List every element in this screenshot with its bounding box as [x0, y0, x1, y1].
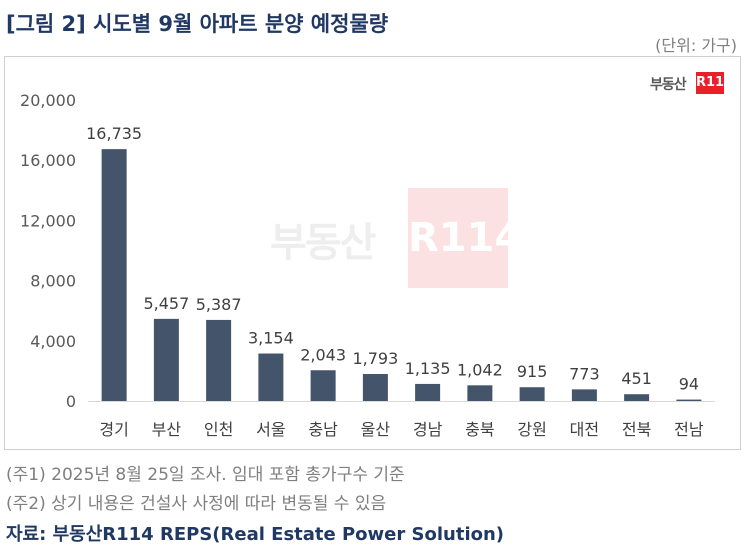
data-label: 1,042: [457, 360, 503, 379]
brand-logo: 부동산 R114: [650, 72, 734, 94]
watermark-text: 부동산: [270, 220, 376, 266]
x-tick-label: 인천: [204, 420, 233, 439]
x-tick-label: 전북: [622, 420, 651, 439]
x-tick-label: 서울: [256, 420, 285, 439]
page-title: [그림 2] 시도별 9월 아파트 분양 예정물량: [6, 12, 389, 36]
x-tick-label: 경기: [99, 420, 128, 439]
data-label: 94: [679, 375, 699, 394]
x-tick-label: 대전: [570, 420, 599, 439]
data-label: 2,043: [300, 345, 346, 364]
y-tick-label: 12,000: [20, 211, 76, 230]
y-tick-label: 4,000: [30, 332, 76, 351]
bar: [310, 370, 336, 401]
y-tick-label: 16,000: [20, 151, 76, 170]
bar: [206, 319, 232, 401]
x-tick-label: 충북: [465, 420, 494, 439]
data-label: 1,135: [405, 359, 451, 378]
data-label: 1,793: [352, 349, 398, 368]
x-tick-label: 경남: [413, 420, 443, 439]
y-tick-label: 20,000: [20, 91, 76, 110]
watermark-badge: R114: [408, 188, 522, 288]
watermark: 부동산 R114: [270, 188, 522, 288]
data-label: 3,154: [248, 329, 294, 348]
x-tick-label: 부산: [152, 420, 182, 439]
y-tick-label: 8,000: [30, 272, 76, 291]
bar: [467, 385, 493, 401]
footnote-1: (주1) 2025년 8월 25일 조사. 임대 포함 총가구수 기준: [6, 465, 405, 485]
logo-badge: R114: [696, 72, 733, 94]
chart-frame: [4, 56, 741, 450]
data-label: 773: [569, 364, 600, 383]
x-tick-label: 울산: [361, 420, 391, 439]
bar: [676, 399, 702, 401]
footnote-2: (주2) 상기 내용은 건설사 사정에 따라 변동될 수 있음: [6, 494, 387, 514]
data-label: 5,387: [196, 295, 242, 314]
x-tick-label: 강원: [517, 420, 546, 439]
bar: [258, 353, 284, 401]
bar: [362, 374, 388, 401]
data-label: 5,457: [143, 294, 189, 313]
bar: [153, 318, 179, 401]
data-label: 451: [621, 369, 652, 388]
bar: [101, 149, 127, 401]
data-label: 915: [517, 362, 548, 381]
x-tick-label: 전남: [674, 420, 704, 439]
bar: [571, 389, 597, 401]
bar: [519, 387, 545, 401]
data-label: 16,735: [86, 124, 142, 143]
bar: [415, 383, 441, 401]
unit-label: (단위: 가구): [655, 36, 737, 55]
x-tick-label: 충남: [308, 420, 338, 439]
y-tick-label: 0: [66, 392, 76, 411]
logo-text: 부동산: [650, 77, 687, 93]
bar: [624, 394, 650, 401]
source-credit: 자료: 부동산R114 REPS(Real Estate Power Solut…: [6, 524, 505, 545]
